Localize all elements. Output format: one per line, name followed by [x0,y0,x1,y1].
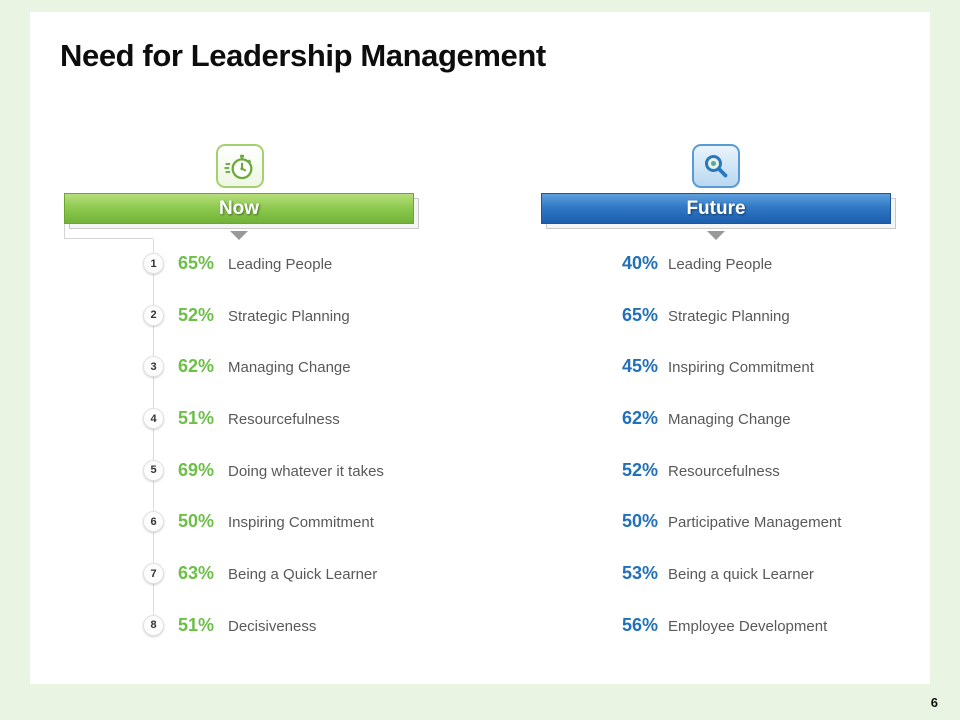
list-item: 5 69% Doing whatever it takes [30,445,500,497]
row-number-badge: 1 [143,253,164,274]
percentage-value: 45% [622,356,659,377]
skill-label: Managing Change [228,359,351,377]
skill-label: Inspiring Commitment [228,514,374,532]
list-item: 62% Managing Change [500,393,960,445]
row-number-badge: 8 [143,614,164,636]
future-header-label: Future [686,197,746,219]
skill-label: Resourcefulness [668,462,780,480]
percentage-value: 50% [178,511,215,532]
page-number: 6 [930,695,938,710]
skill-label: Inspiring Commitment [668,359,814,377]
skill-label: Leading People [668,256,773,273]
list-item: 52% Resourcefulness [500,445,960,497]
skill-label: Leading People [228,256,333,273]
percentage-value: 65% [622,304,659,325]
list-item: 45% Inspiring Commitment [500,341,960,393]
skill-label: Participative Management [668,514,842,532]
percentage-value: 69% [178,459,215,480]
percentage-value: 50% [622,511,659,532]
list-item: 40% Leading People [500,238,960,290]
row-number-badge: 3 [143,356,164,378]
list-item: 3 62% Managing Change [30,341,500,393]
list-item: 56% Employee Development [500,600,960,652]
list-item: 50% Participative Management [500,496,960,548]
row-number-badge: 6 [143,511,164,533]
skill-label: Strategic Planning [668,307,790,325]
list-item: 1 65% Leading People [30,238,500,290]
percentage-value: 51% [178,614,215,635]
list-item: 53% Being a quick Learner [500,548,960,600]
skill-label: Doing whatever it takes [228,462,384,480]
now-connector-line [64,224,153,239]
row-number-badge: 2 [143,304,164,326]
now-vertical-line [153,239,154,626]
slide-content-panel: Need for Leadership Management Now [30,12,930,684]
percentage-value: 52% [622,459,659,480]
chevron-down-icon [230,231,248,240]
list-item: 6 50% Inspiring Commitment [30,496,500,548]
row-number-badge: 7 [143,563,164,585]
row-number-badge: 4 [143,408,164,430]
skill-label: Decisiveness [228,617,317,635]
now-header-label: Now [218,197,260,219]
percentage-value: 63% [178,563,215,584]
percentage-value: 40% [622,253,659,273]
list-item: 4 51% Resourcefulness [30,393,500,445]
percentage-value: 56% [622,614,659,635]
skill-label: Employee Development [668,617,828,635]
percentage-value: 51% [178,408,215,429]
magnifier-icon [692,144,740,188]
row-number-badge: 5 [143,459,164,481]
list-item: 8 51% Decisiveness [30,600,500,652]
future-header-banner: Future [541,193,891,224]
percentage-value: 65% [178,253,215,273]
stopwatch-icon [216,144,264,188]
skill-label: Strategic Planning [228,307,350,325]
future-list: 40% Leading People 65% Strategic Plannin… [500,238,960,652]
skill-label: Managing Change [668,411,791,429]
now-list: 1 65% Leading People 2 52% Strategic Pla… [30,238,500,652]
skill-label: Being a Quick Learner [228,566,378,584]
percentage-value: 62% [622,408,659,429]
list-item: 7 63% Being a Quick Learner [30,548,500,600]
now-header-banner: Now [64,193,414,224]
page-title: Need for Leadership Management [60,38,546,73]
percentage-value: 52% [178,304,215,325]
skill-label: Being a quick Learner [668,566,814,584]
skill-label: Resourcefulness [228,411,340,429]
percentage-value: 62% [178,356,215,377]
list-item: 65% Strategic Planning [500,290,960,342]
chevron-down-icon [707,231,725,240]
percentage-value: 53% [622,563,659,584]
list-item: 2 52% Strategic Planning [30,290,500,342]
